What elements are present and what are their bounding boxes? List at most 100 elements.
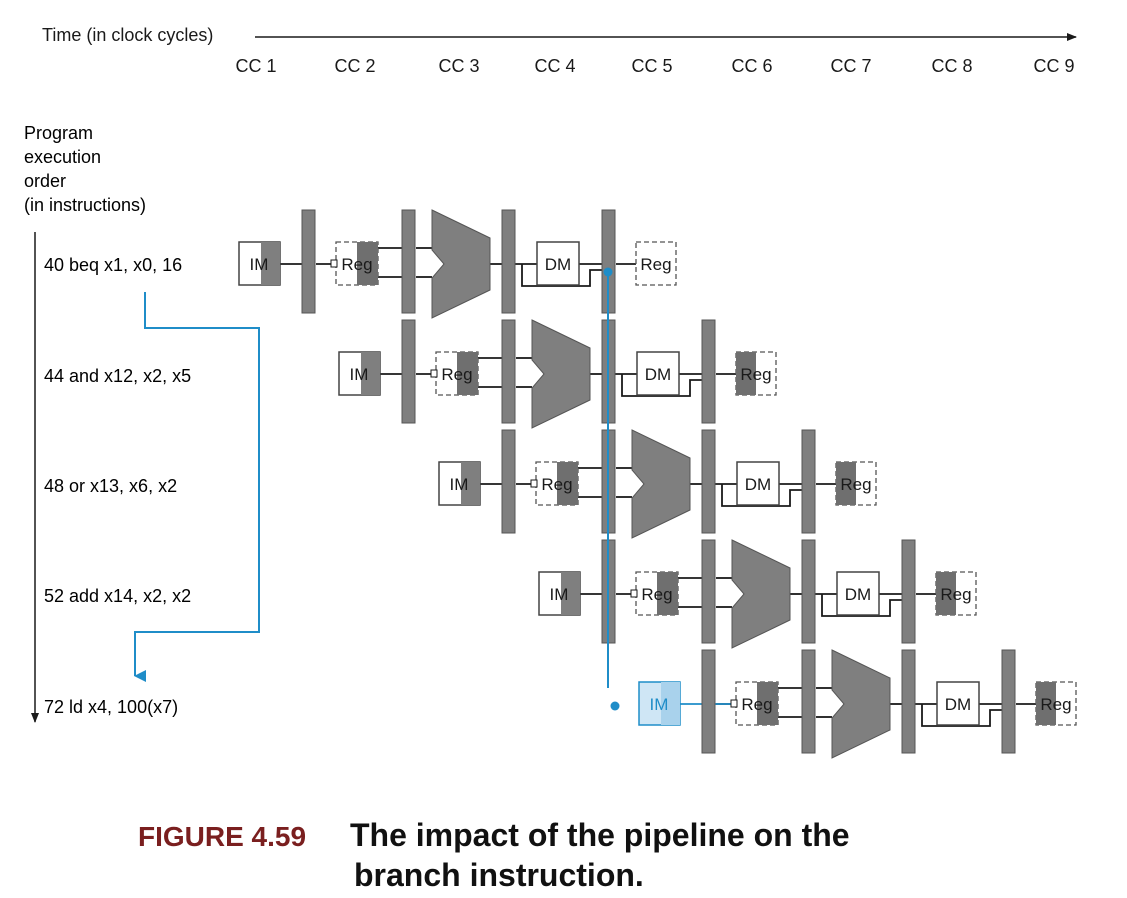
- reg-label: Reg: [940, 585, 971, 604]
- register-port: [630, 589, 638, 598]
- order-label-line-4: (in instructions): [24, 195, 146, 215]
- register-file-write: [635, 241, 677, 286]
- clock-cycle-label: CC 1: [235, 56, 276, 76]
- branch-decision-line: [603, 267, 620, 711]
- figure-caption: FIGURE 4.59 The impact of the pipeline o…: [138, 817, 850, 893]
- instruction-memory-read-half: [661, 682, 680, 725]
- dm-label: DM: [645, 365, 671, 384]
- figure-title-line-2: branch instruction.: [354, 857, 644, 893]
- dm-bypass-wire: [921, 704, 1002, 727]
- pipeline-register: [401, 319, 416, 424]
- instruction-memory-read-half: [461, 462, 480, 505]
- pipeline-register: [701, 539, 716, 644]
- register-read-half: [457, 352, 478, 395]
- pipeline-register: [701, 429, 716, 534]
- register-write-half: [836, 462, 856, 505]
- pipeline-register: [501, 209, 516, 314]
- pipeline-rows: IM Reg DM Reg IM Reg DM Reg IM Reg DM Reg IM Reg DM Reg…: [238, 209, 1077, 759]
- clock-cycle-label: CC 6: [731, 56, 772, 76]
- reg-label: Reg: [441, 365, 472, 384]
- alu: [531, 319, 591, 429]
- reg-label: Reg: [341, 255, 372, 274]
- pipeline-register: [901, 539, 916, 644]
- instruction-memory-read-half: [261, 242, 280, 285]
- dm-bypass-wire: [721, 484, 802, 507]
- order-label-line-1: Program: [24, 123, 93, 143]
- register-read-half: [657, 572, 678, 615]
- instruction-label: 52 add x14, x2, x2: [44, 586, 191, 606]
- register-port: [530, 479, 538, 488]
- register-port: [330, 259, 338, 268]
- pipeline-register: [301, 209, 316, 314]
- instruction-label: 72 ld x4, 100(x7): [44, 697, 178, 717]
- pipeline-register: [801, 429, 816, 534]
- branch-target-arrow: [134, 292, 260, 682]
- register-read-half: [357, 242, 378, 285]
- reg-label: Reg: [1040, 695, 1071, 714]
- dm-label: DM: [545, 255, 571, 274]
- data-memory: [636, 351, 680, 396]
- pipeline-register: [801, 649, 816, 754]
- register-read-half: [557, 462, 578, 505]
- reg-label: Reg: [640, 255, 671, 274]
- alu: [831, 649, 891, 759]
- pipeline-register: [701, 649, 716, 754]
- data-memory: [936, 681, 980, 726]
- instruction-label: 44 and x12, x2, x5: [44, 366, 191, 386]
- dm-bypass-wire: [521, 264, 602, 287]
- pipeline-row: IM Reg DM Reg: [538, 539, 977, 649]
- clock-cycle-label: CC 8: [931, 56, 972, 76]
- data-memory: [736, 461, 780, 506]
- order-label-line-2: execution: [24, 147, 101, 167]
- clock-cycle-labels: CC 1 CC 2 CC 3 CC 4 CC 5 CC 6 CC 7 CC 8 CC 9: [235, 56, 1074, 76]
- pipeline-register: [1001, 649, 1016, 754]
- register-port: [430, 369, 438, 378]
- pipeline-row: IM Reg DM Reg: [238, 209, 677, 319]
- instruction-label: 40 beq x1, x0, 16: [44, 255, 182, 275]
- pipeline-register: [501, 429, 516, 534]
- clock-cycle-label: CC 9: [1033, 56, 1074, 76]
- instruction-list: 40 beq x1, x0, 16 44 and x12, x2, x5 48 …: [44, 255, 191, 717]
- clock-cycle-label: CC 3: [438, 56, 479, 76]
- reg-label: Reg: [741, 695, 772, 714]
- data-memory: [836, 571, 880, 616]
- clock-cycle-label: CC 2: [334, 56, 375, 76]
- dm-bypass-wire: [821, 594, 902, 617]
- clock-cycle-label: CC 7: [830, 56, 871, 76]
- figure-number: FIGURE 4.59: [138, 821, 306, 852]
- clock-cycle-label: CC 5: [631, 56, 672, 76]
- im-label: IM: [250, 255, 269, 274]
- register-write-half: [1036, 682, 1056, 725]
- data-memory: [536, 241, 580, 286]
- dm-bypass-wire: [621, 374, 702, 397]
- instruction-label: 48 or x13, x6, x2: [44, 476, 177, 496]
- alu: [431, 209, 491, 319]
- alu: [631, 429, 691, 539]
- dm-label: DM: [845, 585, 871, 604]
- pipeline-register: [901, 649, 916, 754]
- pipeline-register: [501, 319, 516, 424]
- clock-cycle-label: CC 4: [534, 56, 575, 76]
- reg-label: Reg: [541, 475, 572, 494]
- pipeline-register: [801, 539, 816, 644]
- order-label-line-3: order: [24, 171, 66, 191]
- pipeline-register: [701, 319, 716, 424]
- register-write-half: [736, 352, 756, 395]
- instruction-memory-read-half: [361, 352, 380, 395]
- register-read-half: [757, 682, 778, 725]
- im-label: IM: [350, 365, 369, 384]
- branch-target-dot: [610, 701, 620, 711]
- dm-label: DM: [745, 475, 771, 494]
- pipeline-row: IM Reg DM Reg: [638, 649, 1077, 759]
- instruction-memory-read-half: [561, 572, 580, 615]
- alu: [731, 539, 791, 649]
- im-label: IM: [550, 585, 569, 604]
- reg-label: Reg: [641, 585, 672, 604]
- im-label: IM: [650, 695, 669, 714]
- program-order-label: Program execution order (in instructions…: [24, 123, 146, 215]
- register-port: [730, 699, 738, 708]
- pipeline-row: IM Reg DM Reg: [338, 319, 777, 429]
- pipeline-row: IM Reg DM Reg: [438, 429, 877, 539]
- branch-source-dot: [603, 267, 613, 277]
